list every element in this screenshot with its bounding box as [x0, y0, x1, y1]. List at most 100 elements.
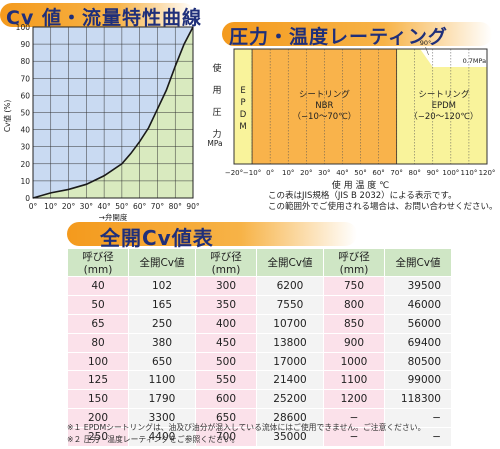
- table-cell: 13800: [256, 332, 324, 353]
- table-title: 全開Cv値表: [100, 226, 214, 250]
- table-cell: 21400: [256, 370, 324, 391]
- table-cell: 300: [195, 276, 257, 296]
- rating-epdm-right-label: （−20〜120℃）: [409, 111, 478, 122]
- table-cell: 69400: [384, 332, 452, 353]
- table-cell: 250: [128, 313, 196, 334]
- cv-value-table: 呼び径(mm) 全開Cv値 呼び径(mm) 全開Cv値 呼び径(mm) 全開Cv…: [67, 248, 452, 448]
- table-header: 呼び径(mm): [323, 248, 385, 277]
- table-row: 100 650 500 17000 1000 80500: [67, 351, 452, 372]
- cv-x-axis-label: →弁開度: [99, 212, 128, 222]
- table-cell: 550: [195, 370, 257, 391]
- cv-chart: 0° 10° 20° 30° 40° 50° 60° 70° 80° 90° 0 10 20 30 40 50…: [2, 23, 200, 222]
- rating-x-tick-label: 100°: [442, 169, 459, 177]
- table-cell: 1100: [128, 370, 196, 391]
- cv-y-tick-label: 60: [20, 91, 30, 100]
- table-cell: −: [384, 408, 452, 429]
- cv-x-tick-label: 0°: [29, 202, 38, 211]
- table-cell: 850: [323, 313, 385, 334]
- table-cell: −: [384, 427, 452, 448]
- table-cell: 35000: [256, 427, 324, 448]
- table-cell: 102: [128, 276, 196, 296]
- rating-annotation-leader: [425, 46, 429, 56]
- table-row: 125 1100 550 21400 1100 99000: [67, 370, 452, 391]
- table-cell: 65: [67, 313, 129, 334]
- rating-epdm-label: E: [240, 86, 245, 96]
- table-cell: 900: [323, 332, 385, 353]
- rating-title-bar: [222, 22, 492, 46]
- cv-y-tick-label: 40: [20, 126, 30, 135]
- table-cell: 500: [195, 351, 257, 372]
- rating-chart-title: 圧力・温度レーティング: [229, 26, 448, 48]
- table-row: 40 102 300 6200 750 39500: [67, 276, 452, 296]
- rating-x-tick-label: 30°: [318, 169, 330, 177]
- rating-x-axis-label: 使 用 温 度 ℃: [332, 179, 390, 191]
- rating-epdm-label: P: [240, 98, 245, 108]
- table-row: 250 4400 700 35000− −: [67, 427, 452, 448]
- rating-x-tick-label: −10°: [243, 169, 261, 177]
- rating-annotation-90: 90°: [420, 39, 432, 47]
- rating-y-axis-label: 用: [212, 85, 221, 96]
- rating-y-unit: MPa: [207, 139, 222, 148]
- cv-curve: [32, 26, 194, 199]
- cv-y-tick-label: 10: [20, 177, 30, 186]
- cv-y-tick-label: 50: [20, 109, 30, 118]
- table-row: 150 1790 600 25200 1200 118300: [67, 389, 452, 410]
- table-cell: 40: [67, 276, 129, 296]
- rating-nbr-label: シートリング: [299, 89, 351, 100]
- cv-x-tick-label: 40°: [97, 202, 111, 211]
- rating-x-tick-label: 10°: [282, 169, 294, 177]
- cv-x-tick-label: 50°: [115, 202, 129, 211]
- cv-y-tick-label: 0: [25, 194, 30, 203]
- rating-note-2: この範囲外でご使用される場合は、お問い合わせください。: [268, 202, 498, 212]
- rating-nbr-label: NBR: [315, 101, 333, 111]
- table-cell: 750: [323, 276, 385, 296]
- table-cell: 50: [67, 294, 129, 315]
- cv-frame: [32, 26, 194, 199]
- rating-epdm-label: D: [240, 110, 247, 120]
- rating-epdm-right-label: シートリング: [418, 89, 470, 100]
- rating-annotation-mpa: 0.7MPa: [463, 57, 487, 65]
- table-cell: 99000: [384, 370, 452, 391]
- rating-epdm-label: M: [239, 122, 246, 132]
- table-cell: −: [323, 427, 385, 448]
- table-row: 200 3300 650 28600− −: [67, 408, 452, 429]
- table-cell: 39500: [384, 276, 452, 296]
- rating-x-tick-label: 70°: [390, 169, 402, 177]
- cv-x-tick-label: 10°: [44, 202, 58, 211]
- table-cell: 80500: [384, 351, 452, 372]
- cv-y-tick-label: 20: [20, 160, 30, 169]
- table-cell: 3300: [128, 408, 196, 429]
- rating-x-tick-label: 60°: [372, 169, 384, 177]
- table-cell: 28600: [256, 408, 324, 429]
- table-cell: 600: [195, 389, 257, 410]
- rating-y-axis-label: 力: [212, 128, 221, 140]
- rating-x-tick-label: −20°: [225, 169, 243, 177]
- table-cell: 800: [323, 294, 385, 315]
- table-row: 50 165 350 7550 800 46000: [67, 294, 452, 315]
- rating-y-axis-label: 使: [212, 62, 221, 74]
- table-cell: 250: [67, 427, 129, 448]
- cv-x-tick-label: 30°: [80, 202, 94, 211]
- rating-y-axis-label: 圧: [212, 107, 221, 118]
- table-cell: −: [323, 408, 385, 429]
- cv-y-tick-label: 80: [20, 57, 30, 66]
- footnote-2: ※２ 圧力・温度レーティングをご参照ください。: [67, 435, 240, 444]
- cv-title-bar: [0, 3, 195, 27]
- rating-x-tick-label: 40°: [336, 169, 348, 177]
- table-cell: 25200: [256, 389, 324, 410]
- table-header: 全開Cv値: [256, 248, 324, 277]
- table-cell: 17000: [256, 351, 324, 372]
- rating-x-tick-label: 90°: [427, 169, 439, 177]
- table-cell: 400: [195, 313, 257, 334]
- table-cell: 1000: [323, 351, 385, 372]
- cv-x-tick-label: 70°: [151, 202, 165, 211]
- table-cell: 100: [67, 351, 129, 372]
- cv-fill-under-curve: [33, 27, 193, 198]
- table-header: 全開Cv値: [128, 248, 196, 277]
- table-cell: 6200: [256, 276, 324, 296]
- cv-y-tick-label: 90: [20, 40, 30, 49]
- table-cell: 7550: [256, 294, 324, 315]
- rating-x-tick-label: 110°: [460, 169, 477, 177]
- cv-x-tick-label: 90°: [186, 202, 200, 211]
- cv-y-tick-label: 100: [16, 23, 31, 32]
